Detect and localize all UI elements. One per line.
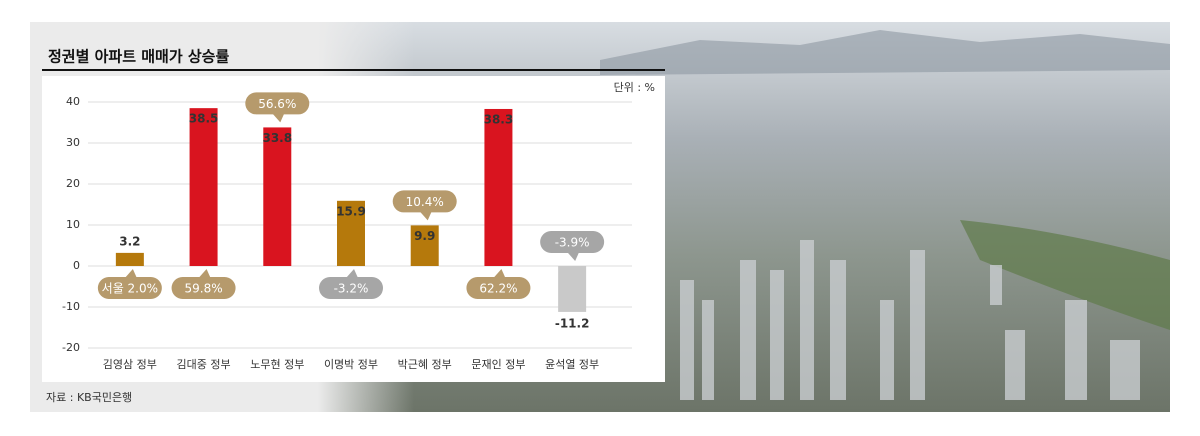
- callout: [466, 277, 531, 299]
- callout-pointer: [493, 269, 506, 278]
- callout: [319, 277, 383, 299]
- bar: [410, 225, 439, 266]
- callout-label: -3.2%: [334, 282, 369, 296]
- y-tick-label: 40: [66, 95, 80, 108]
- value-label: 3.2: [119, 234, 140, 248]
- mountains: [600, 30, 1170, 75]
- callout-pointer: [419, 211, 432, 221]
- buildings: [680, 240, 1140, 400]
- x-tick-label: 김영삼 정부: [103, 358, 157, 371]
- callout-label: 62.2%: [479, 282, 517, 296]
- value-label: 38.3: [484, 112, 514, 126]
- callout-label: 10.4%: [406, 195, 444, 209]
- y-tick-label: 30: [66, 136, 80, 149]
- x-tick-label: 문재인 정부: [471, 358, 525, 371]
- callout: [245, 92, 310, 115]
- value-label: 9.9: [414, 229, 435, 243]
- callout-pointer: [198, 269, 211, 278]
- callout: [392, 190, 457, 213]
- callout-label: 56.6%: [258, 97, 296, 111]
- source: 자료 : KB국민은행: [46, 391, 132, 404]
- value-label: 33.8: [262, 131, 292, 145]
- callout-pointer: [272, 113, 285, 123]
- park: [960, 220, 1170, 330]
- callout-label: -3.9%: [555, 236, 590, 250]
- callout-pointer: [567, 252, 580, 261]
- y-tick-label: 10: [66, 218, 80, 231]
- callout-pointer: [346, 269, 358, 278]
- x-tick-label: 윤석열 정부: [545, 358, 599, 371]
- bar: [337, 200, 365, 266]
- y-tick-label: -10: [62, 300, 80, 313]
- bar: [558, 266, 587, 312]
- callout: [540, 231, 605, 253]
- y-tick-label: 20: [66, 177, 80, 190]
- value-label: 38.5: [189, 112, 219, 126]
- callout-pointer: [124, 269, 137, 278]
- bar: [189, 108, 218, 267]
- chart-title: 정권별 아파트 매매가 상승률: [48, 48, 229, 66]
- y-tick-label: 0: [73, 259, 80, 272]
- callout-label: 59.8%: [185, 282, 223, 296]
- bar: [115, 252, 144, 266]
- bar: [484, 108, 513, 266]
- unit-note: 단위 : %: [614, 81, 655, 94]
- x-tick-label: 노무현 정부: [250, 358, 304, 371]
- x-tick-label: 김대중 정부: [177, 358, 231, 371]
- value-label: 15.9: [336, 204, 366, 218]
- y-tick-label: -20: [62, 341, 80, 354]
- x-tick-label: 이명박 정부: [324, 358, 378, 371]
- x-tick-label: 박근혜 정부: [398, 358, 452, 371]
- bar: [263, 127, 292, 266]
- callout: [171, 277, 236, 299]
- callout-label: 서울 2.0%: [102, 282, 158, 296]
- value-label: -11.2: [555, 316, 590, 330]
- callout: [97, 277, 162, 299]
